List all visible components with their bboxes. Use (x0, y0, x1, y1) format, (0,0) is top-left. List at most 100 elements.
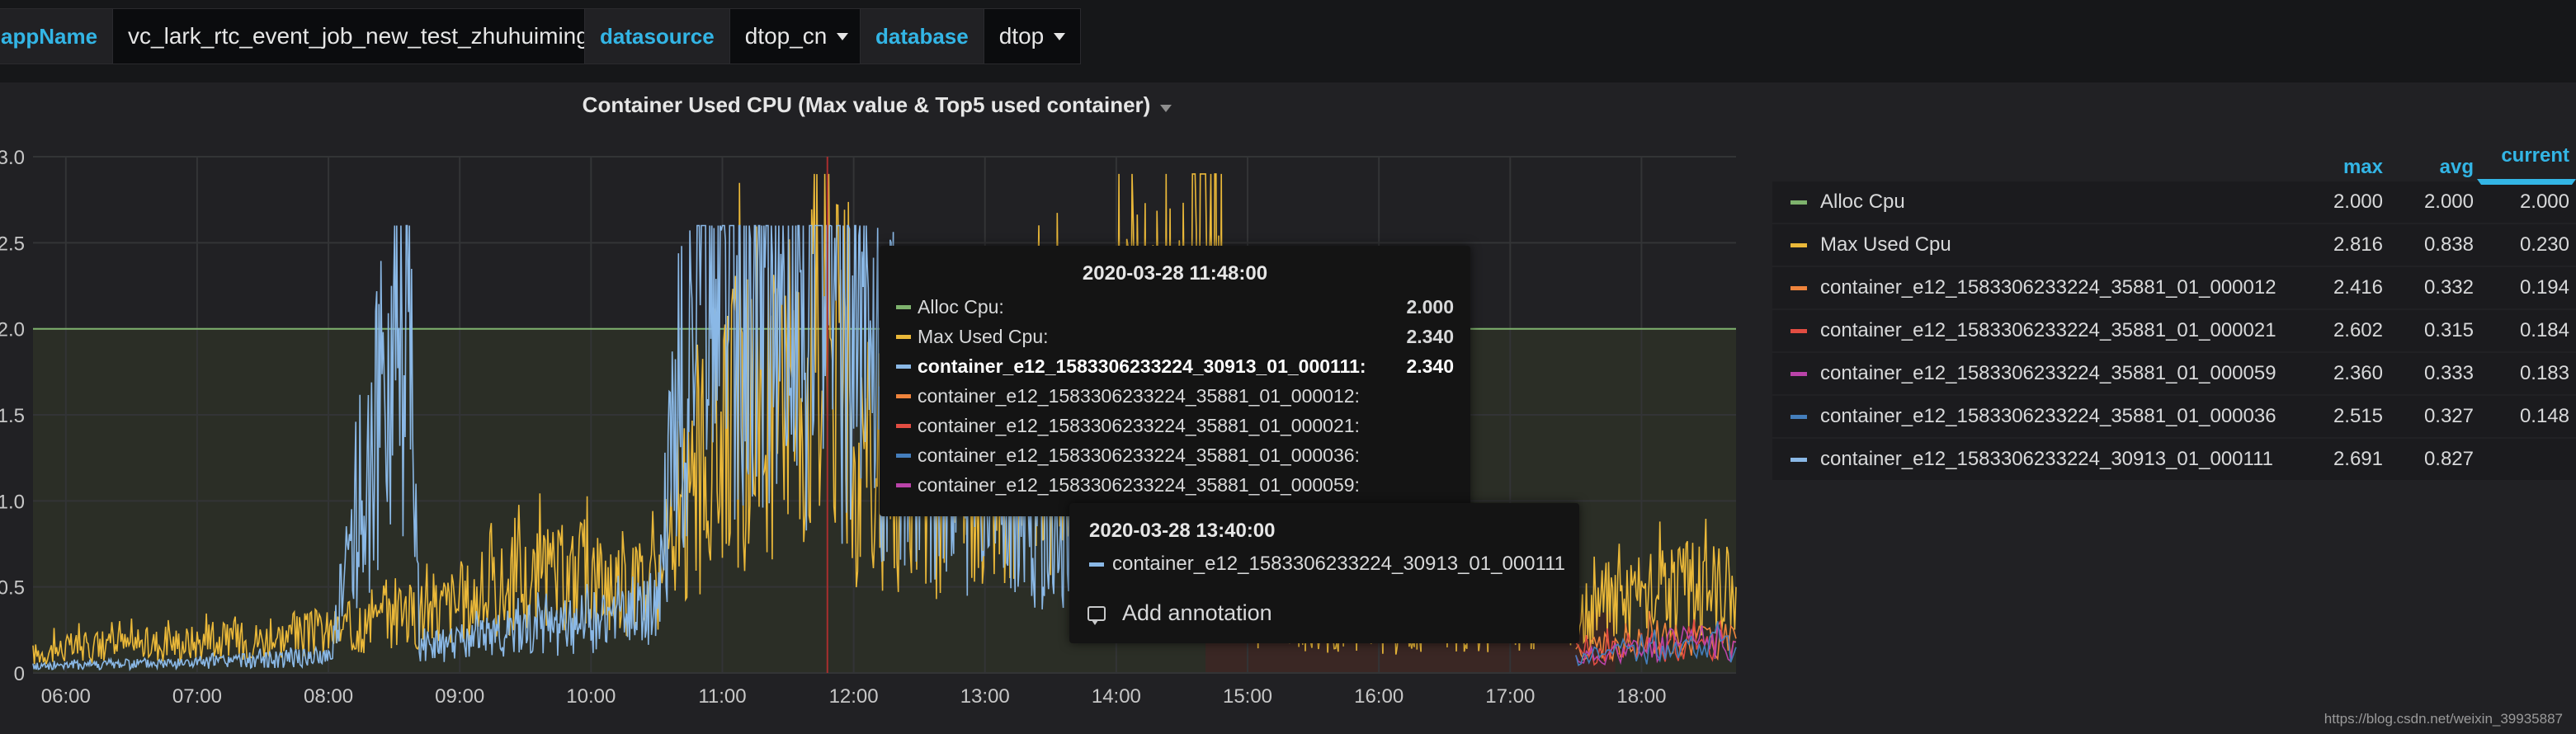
legend-series-name: Alloc Cpu (1820, 191, 1905, 213)
comment-icon (1087, 605, 1106, 625)
variable-dropdown[interactable]: dtop_cn (729, 8, 865, 64)
x-tick-label: 12:00 (829, 685, 879, 708)
series-swatch (896, 423, 911, 428)
legend-series-name: container_e12_1583306233224_35881_01_000… (1820, 362, 2276, 384)
sort-caret-icon (2477, 179, 2576, 185)
variable-value: dtop_cn (744, 23, 828, 49)
series-swatch (896, 393, 911, 398)
tooltip-row: container_e12_1583306233224_30913_01_000… (880, 351, 1470, 381)
x-tick-label: 15:00 (1223, 685, 1272, 708)
annotation-time: 2020-03-28 13:40:00 (1089, 520, 1276, 542)
series-swatch (1089, 562, 1104, 567)
variable-value: dtop (998, 23, 1045, 49)
legend-row[interactable]: container_e12_1583306233224_35881_01_000… (1772, 310, 2576, 351)
legend-avg: 0.332 (2423, 276, 2474, 299)
series-swatch (1790, 242, 1807, 247)
variable-value: vc_lark_rtc_event_job_new_test_zhuhuimin… (128, 23, 589, 49)
tooltip-series-name: container_e12_1583306233224_35881_01_000… (918, 414, 1360, 436)
legend-series-name: container_e12_1583306233224_35881_01_000… (1820, 319, 2276, 341)
tooltip-row: container_e12_1583306233224_35881_01_000… (880, 470, 1470, 500)
legend-max: 2.416 (2333, 276, 2383, 299)
series-line-4 (1575, 623, 1737, 666)
variable-dropdown[interactable]: dtop (984, 8, 1082, 64)
series-swatch (1790, 285, 1807, 290)
x-tick-label: 14:00 (1092, 685, 1141, 708)
variable-label: datasource (584, 8, 730, 64)
legend-col-current[interactable]: current (2474, 144, 2576, 191)
y-tick-label: 1.5 (0, 405, 25, 427)
variable-appname[interactable]: appName vc_lark_rtc_event_job_new_test_z… (0, 8, 626, 64)
legend-row[interactable]: container_e12_1583306233224_35881_01_000… (1772, 267, 2576, 308)
legend-current: 2.000 (2519, 191, 2569, 213)
legend-row[interactable]: container_e12_1583306233224_30913_01_000… (1772, 439, 2576, 480)
series-line-5 (1575, 621, 1737, 666)
caret-down-icon (837, 32, 849, 40)
y-tick-label: 2.0 (0, 319, 25, 341)
tooltip-series-name: Alloc Cpu: (918, 295, 1004, 318)
legend-max: 2.000 (2333, 191, 2383, 213)
y-tick-label: 0.5 (0, 577, 25, 600)
legend-table: max avg current Alloc Cpu 2.000 2.000 2.000… (1772, 144, 2576, 482)
legend-max: 2.691 (2333, 448, 2383, 470)
legend-row[interactable]: Max Used Cpu 2.816 0.838 0.230 (1772, 224, 2576, 266)
legend-avg: 0.315 (2423, 319, 2474, 341)
variable-datasource[interactable]: datasource dtop_cn (584, 8, 865, 64)
variable-bar: appName vc_lark_rtc_event_job_new_test_z… (0, 0, 2576, 73)
x-tick-label: 09:00 (435, 685, 484, 708)
series-swatch (896, 334, 911, 339)
x-tick-label: 06:00 (41, 685, 91, 708)
legend-row[interactable]: Alloc Cpu 2.000 2.000 2.000 (1772, 181, 2576, 223)
series-swatch (896, 453, 911, 458)
legend-avg: 0.333 (2423, 362, 2474, 384)
series-swatch (1790, 457, 1807, 462)
tooltip-value: 2.340 (1406, 325, 1454, 347)
panel-title[interactable]: Container Used CPU (Max value & Top5 use… (0, 92, 1754, 118)
caret-down-icon (1160, 105, 1172, 112)
annotation-series-name: container_e12_1583306233224_30913_01_000… (1112, 553, 1565, 575)
legend-header: max avg current (1772, 144, 2576, 185)
legend-max: 2.816 (2333, 233, 2383, 256)
series-swatch (896, 482, 911, 487)
legend-series-name: container_e12_1583306233224_35881_01_000… (1820, 405, 2276, 427)
x-tick-label: 11:00 (698, 685, 746, 708)
tooltip-row: container_e12_1583306233224_35881_01_000… (880, 440, 1470, 470)
legend-row[interactable]: container_e12_1583306233224_35881_01_000… (1772, 353, 2576, 394)
panel-title-text: Container Used CPU (Max value & Top5 use… (582, 92, 1151, 117)
legend-avg: 2.000 (2423, 191, 2474, 213)
watermark: https://blog.csdn.net/weixin_39935887 (2324, 711, 2563, 727)
x-tick-label: 07:00 (172, 685, 222, 708)
x-tick-label: 16:00 (1354, 685, 1404, 708)
tooltip-series-name: container_e12_1583306233224_35881_01_000… (918, 473, 1360, 496)
tooltip-row: container_e12_1583306233224_35881_01_000… (880, 411, 1470, 440)
add-annotation-button[interactable]: Add annotation (1069, 576, 1579, 626)
caret-down-icon (1054, 32, 1066, 40)
tooltip-series-name: container_e12_1583306233224_30913_01_000… (918, 355, 1366, 377)
y-tick-label: 1.0 (0, 491, 25, 513)
add-annotation-label: Add annotation (1122, 600, 1272, 625)
series-swatch (1790, 371, 1807, 376)
tooltip-row: Alloc Cpu: 2.000 (880, 292, 1470, 322)
legend-avg: 0.838 (2423, 233, 2474, 256)
variable-database[interactable]: database dtop (860, 8, 1082, 64)
variable-dropdown[interactable]: vc_lark_rtc_event_job_new_test_zhuhuimin… (113, 8, 626, 64)
legend-series-name: Max Used Cpu (1820, 233, 1951, 256)
x-tick-label: 17:00 (1485, 685, 1535, 708)
hover-tooltip: 2020-03-28 11:48:00 Alloc Cpu: 2.000 Max U… (880, 246, 1470, 516)
series-swatch (1790, 414, 1807, 419)
legend-current: 0.184 (2519, 319, 2569, 341)
y-tick-label: 0 (14, 663, 25, 685)
tooltip-value: 2.000 (1406, 295, 1454, 318)
series-swatch (896, 364, 911, 369)
tooltip-value: 2.340 (1406, 355, 1454, 377)
legend-avg: 0.327 (2423, 405, 2474, 427)
legend-col-avg[interactable]: avg (2439, 156, 2474, 178)
legend-col-max[interactable]: max (2342, 156, 2383, 178)
x-tick-label: 10:00 (566, 685, 616, 708)
tooltip-time: 2020-03-28 11:48:00 (1082, 262, 1268, 285)
legend-row[interactable]: container_e12_1583306233224_35881_01_000… (1772, 396, 2576, 437)
tooltip-series-name: container_e12_1583306233224_35881_01_000… (918, 444, 1360, 466)
legend-current: 0.194 (2519, 276, 2569, 299)
x-tick-label: 18:00 (1616, 685, 1666, 708)
legend-series-name: container_e12_1583306233224_30913_01_000… (1820, 448, 2273, 470)
x-tick-label: 08:00 (304, 685, 353, 708)
